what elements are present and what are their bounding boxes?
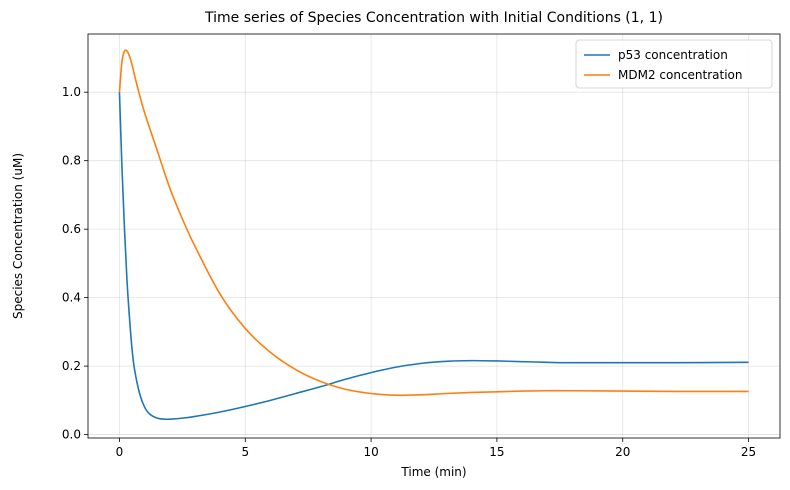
y-tick-label: 0.4	[62, 291, 81, 305]
x-tick-label: 25	[741, 445, 756, 459]
x-tick-label: 0	[116, 445, 124, 459]
x-axis-label: Time (min)	[400, 465, 466, 479]
y-tick-label: 0.2	[62, 359, 81, 373]
y-axis-label: Species Concentration (uM)	[11, 153, 25, 319]
y-tick-label: 0.0	[62, 428, 81, 442]
y-axis-ticks: 0.0 0.2 0.4 0.6 0.8 1.0	[62, 85, 88, 442]
legend-label: MDM2 concentration	[618, 68, 743, 82]
y-tick-label: 1.0	[62, 85, 81, 99]
y-tick-label: 0.6	[62, 222, 81, 236]
legend: p53 concentration MDM2 concentration	[575, 39, 773, 89]
series-line-1	[118, 49, 749, 397]
legend-box	[575, 39, 773, 89]
series-lines	[118, 49, 749, 421]
x-tick-label: 10	[363, 445, 378, 459]
legend-label: p53 concentration	[618, 48, 728, 62]
plot-frame	[87, 33, 781, 439]
x-tick-label: 5	[241, 445, 249, 459]
x-tick-label: 20	[615, 445, 630, 459]
x-tick-label: 15	[489, 445, 504, 459]
chart-title: Time series of Species Concentration wit…	[204, 10, 663, 26]
y-tick-label: 0.8	[62, 154, 81, 168]
x-axis-ticks: 0 5 10 15 20 25	[116, 438, 756, 459]
grid	[88, 34, 780, 438]
series-line-0	[118, 92, 749, 421]
